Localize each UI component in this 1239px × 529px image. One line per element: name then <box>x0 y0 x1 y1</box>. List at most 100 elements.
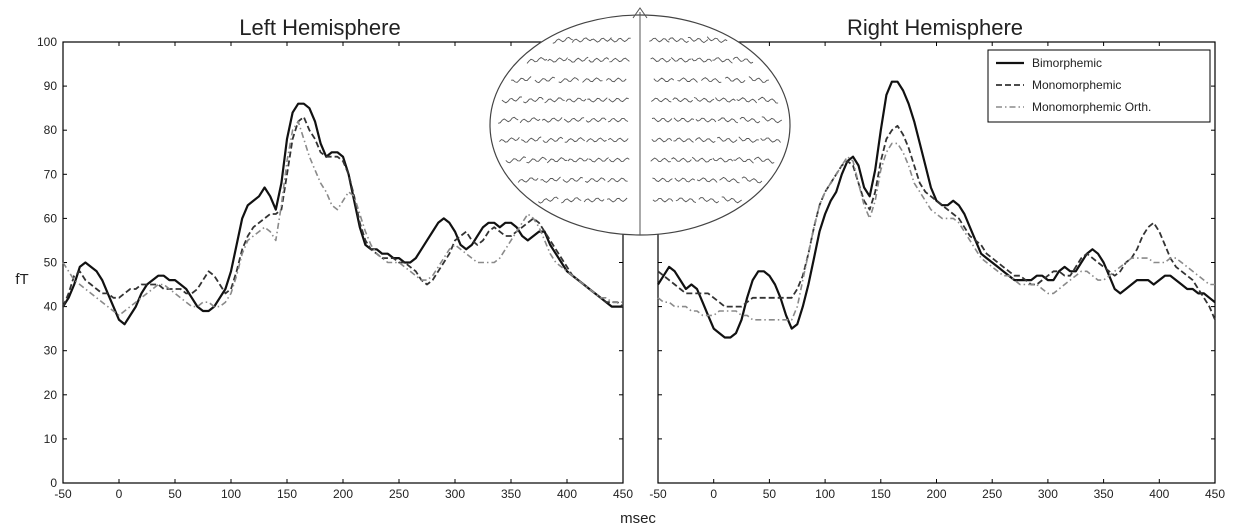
left-x-tick-label: 100 <box>221 487 241 501</box>
sensor-trace <box>584 177 606 183</box>
sensor-trace <box>700 77 722 83</box>
sensor-trace <box>724 76 746 83</box>
left-series-monomorphemic-orth <box>62 120 623 317</box>
sensor-trace <box>608 157 630 163</box>
sensor-trace <box>670 57 692 63</box>
sensor-traces <box>498 36 783 204</box>
sensor-trace <box>544 97 565 104</box>
left-x-tick-label: 250 <box>389 487 409 501</box>
right-x-tick-label: 350 <box>1094 487 1114 501</box>
sensor-trace <box>674 177 696 183</box>
left-x-tick-label: 350 <box>501 487 521 501</box>
sensor-trace <box>552 36 574 44</box>
sensor-trace <box>650 157 671 163</box>
sensor-trace <box>565 97 587 103</box>
sensor-trace <box>712 57 733 64</box>
right-x-tick-label: -50 <box>649 487 667 501</box>
sensor-trace <box>546 157 568 164</box>
sensor-trace <box>650 57 671 63</box>
sensor-trace <box>696 177 718 183</box>
legend-label-monomorphemic: Monomorphemic <box>1032 78 1121 92</box>
sensor-trace <box>567 157 589 163</box>
y-tick-label: 10 <box>44 432 58 446</box>
left-series-group <box>62 102 624 326</box>
sensor-trace <box>538 196 559 204</box>
sensor-trace <box>717 117 739 124</box>
right-x-tick-label: 300 <box>1038 487 1058 501</box>
sensor-trace <box>547 57 568 63</box>
y-tick-label: 50 <box>44 256 58 270</box>
sensor-trace <box>591 37 612 43</box>
left-axes: -50 0 50 100 150 200 250 300 350 400 4500102030405… <box>37 35 633 501</box>
nose-mark <box>632 7 648 19</box>
sensor-trace <box>526 156 547 164</box>
sensor-trace <box>499 137 520 143</box>
sensor-trace <box>540 176 561 183</box>
right-x-tick-label: 50 <box>763 487 777 501</box>
x-axis-label: msec <box>620 510 656 527</box>
sensor-trace <box>694 137 716 144</box>
legend-entry-monomorphemic-orth: Monomorphemic Orth. <box>996 100 1151 114</box>
right-series-bimorphemic <box>657 80 1216 339</box>
sensor-trace <box>677 77 698 83</box>
sensor-head-map-inset <box>489 7 791 236</box>
sensor-trace <box>542 136 564 143</box>
left-x-tick-label: 150 <box>277 487 297 501</box>
legend-box <box>987 49 1211 123</box>
sensor-trace <box>563 117 585 123</box>
left-series-bimorphemic <box>62 102 623 326</box>
sensor-trace <box>519 117 541 124</box>
legend-entry-monomorphemic: Monomorphemic <box>996 78 1121 92</box>
sensor-trace <box>706 36 728 44</box>
left-x-tick-label: 450 <box>613 487 633 501</box>
sensor-trace <box>651 117 673 123</box>
sensor-trace <box>673 137 694 143</box>
sensor-trace <box>748 76 769 83</box>
sensor-trace <box>561 197 582 204</box>
sensor-trace <box>607 177 628 183</box>
left-hemisphere-panel: Left Hemisphere -50 0 50 100 150 200 250 300 350… <box>37 15 633 501</box>
right-hemisphere-panel: Right Hemisphere -50 0 50 100 150 200 250 300 35… <box>649 15 1225 501</box>
sensor-trace <box>585 117 607 123</box>
sensor-trace <box>558 77 580 84</box>
right-x-tick-label: 450 <box>1205 487 1225 501</box>
left-panel-title: Left Hemisphere <box>239 15 400 40</box>
left-x-tick-label: 0 <box>116 487 123 501</box>
sensor-trace <box>757 96 779 104</box>
y-tick-label: 30 <box>44 344 58 358</box>
left-x-tick-label: 300 <box>445 487 465 501</box>
legend: Bimorphemic Monomorphemic Monomorphemic … <box>987 49 1211 123</box>
sensor-trace <box>739 116 761 124</box>
sensor-trace <box>582 77 603 83</box>
left-series-monomorphemic <box>62 116 624 308</box>
right-x-tick-label: 100 <box>815 487 835 501</box>
sensor-trace <box>607 137 629 143</box>
sensor-trace <box>675 197 697 204</box>
sensor-trace <box>753 156 775 164</box>
sensor-trace <box>517 177 539 183</box>
sensor-trace <box>605 77 627 83</box>
y-tick-label: 80 <box>44 123 58 137</box>
sensor-trace <box>610 37 631 43</box>
y-tick-label: 20 <box>44 388 58 402</box>
sensor-trace <box>562 176 584 183</box>
sensor-trace <box>712 157 734 163</box>
y-tick-label: 60 <box>44 211 58 225</box>
left-x-tick-label: -50 <box>54 487 72 501</box>
sensor-trace <box>607 117 629 123</box>
sensor-trace <box>498 116 519 124</box>
sensor-trace <box>653 77 675 82</box>
sensor-trace <box>760 137 781 143</box>
sensor-trace <box>691 156 713 163</box>
right-x-tick-label: 0 <box>710 487 717 501</box>
sensor-trace <box>571 37 593 43</box>
sensor-trace <box>715 97 736 103</box>
sensor-trace <box>606 197 628 203</box>
sensor-trace <box>687 36 709 44</box>
left-x-tick-label: 50 <box>168 487 182 501</box>
sensor-trace <box>587 97 608 103</box>
sensor-trace <box>698 197 720 204</box>
legend-entry-bimorphemic: Bimorphemic <box>996 56 1102 70</box>
sensor-trace <box>671 157 692 163</box>
